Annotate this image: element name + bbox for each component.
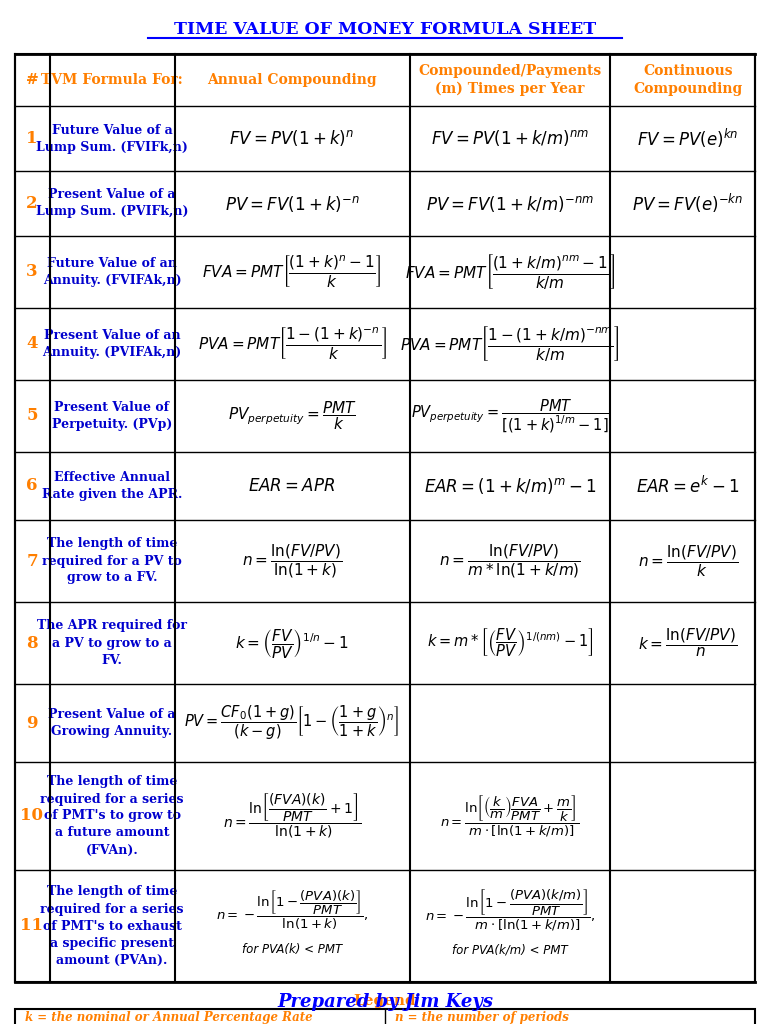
Text: $FVA = PMT\left[\dfrac{(1+k/m)^{nm}-1}{k/m}\right]$: $FVA = PMT\left[\dfrac{(1+k/m)^{nm}-1}{k… [405,253,615,292]
Text: 10: 10 [21,808,43,824]
Text: Continuous
Compounding: Continuous Compounding [634,63,742,96]
Text: $EAR = (1+k/m)^{m} - 1$: $EAR = (1+k/m)^{m} - 1$ [424,476,597,496]
Text: $k = m * \left[\left(\dfrac{FV}{PV}\right)^{1/(nm)} - 1\right]$: $k = m * \left[\left(\dfrac{FV}{PV}\righ… [427,627,594,659]
Text: Future Value of a
Lump Sum. (FVIFk,n): Future Value of a Lump Sum. (FVIFk,n) [36,124,188,154]
Text: Legend: Legend [353,994,417,1008]
Text: The APR required for
a PV to grow to a
FV.: The APR required for a PV to grow to a F… [37,620,187,667]
Text: Compounded/Payments
(m) Times per Year: Compounded/Payments (m) Times per Year [418,63,601,96]
Text: $n = -\dfrac{\ln\!\left[1-\dfrac{(PVA)(k)}{PMT}\right]}{\ln(1+k)},$: $n = -\dfrac{\ln\!\left[1-\dfrac{(PVA)(k… [216,889,368,932]
Text: 5: 5 [26,408,38,425]
Text: 11: 11 [21,918,43,935]
Text: for PVA(k) < PMT: for PVA(k) < PMT [242,943,342,956]
Text: k = the nominal or Annual Percentage Rate: k = the nominal or Annual Percentage Rat… [25,1012,313,1024]
Text: 9: 9 [26,715,38,731]
Text: $FV = PV(1+k)^{n}$: $FV = PV(1+k)^{n}$ [229,128,354,148]
Text: Present Value of a
Growing Annuity.: Present Value of a Growing Annuity. [49,708,176,738]
Text: 6: 6 [26,477,38,495]
Text: $FVA = PMT\left[\dfrac{(1+k)^{n}-1}{k}\right]$: $FVA = PMT\left[\dfrac{(1+k)^{n}-1}{k}\r… [203,254,382,290]
Text: 7: 7 [26,553,38,569]
Text: $PVA = PMT\left[\dfrac{1-(1+k/m)^{-nm}}{k/m}\right]$: $PVA = PMT\left[\dfrac{1-(1+k/m)^{-nm}}{… [400,325,620,364]
Text: $n = -\dfrac{\ln\!\left[1-\dfrac{(PVA)(k/m)}{PMT}\right]}{m \cdot [\ln(1+k/m)]},: $n = -\dfrac{\ln\!\left[1-\dfrac{(PVA)(k… [425,888,595,933]
Text: $PV = FV(e)^{-kn}$: $PV = FV(e)^{-kn}$ [632,191,744,215]
Text: 8: 8 [26,635,38,651]
Text: Effective Annual
Rate given the APR.: Effective Annual Rate given the APR. [42,471,182,501]
Text: Present Value of a
Lump Sum. (PVIFk,n): Present Value of a Lump Sum. (PVIFk,n) [35,188,188,218]
Text: #: # [25,73,38,87]
Text: $n = \dfrac{\ln(FV/PV)}{m * \ln(1+k/m)}$: $n = \dfrac{\ln(FV/PV)}{m * \ln(1+k/m)}$ [439,542,581,580]
Text: $k = \left(\dfrac{FV}{PV}\right)^{1/n} - 1$: $k = \left(\dfrac{FV}{PV}\right)^{1/n} -… [235,627,349,659]
Text: $PVA = PMT\left[\dfrac{1-(1+k)^{-n}}{k}\right]$: $PVA = PMT\left[\dfrac{1-(1+k)^{-n}}{k}\… [198,326,387,362]
Text: $n = \dfrac{\ln\!\left[\dfrac{(FVA)(k)}{PMT}+1\right]}{\ln(1+k)}$: $n = \dfrac{\ln\!\left[\dfrac{(FVA)(k)}{… [223,792,361,840]
Text: for PVA(k/m) < PMT: for PVA(k/m) < PMT [452,943,567,956]
Text: $PV = FV(1+k/m)^{-nm}$: $PV = FV(1+k/m)^{-nm}$ [426,194,594,213]
Bar [15,1009,755,1024]
Text: The length of time
required for a series
of PMT's to exhaust
a specific present
: The length of time required for a series… [40,886,184,967]
Text: Annual Compounding: Annual Compounding [207,73,377,87]
Text: $n = \dfrac{\ln(FV/PV)}{k}$: $n = \dfrac{\ln(FV/PV)}{k}$ [638,543,738,579]
Text: The length of time
required for a series
of PMT's to grow to
a future amount
(FV: The length of time required for a series… [40,775,184,856]
Text: The length of time
required for a PV to
grow to a FV.: The length of time required for a PV to … [42,538,182,585]
Text: $FV = PV\left(1+k/m\right)^{nm}$: $FV = PV\left(1+k/m\right)^{nm}$ [431,128,589,148]
Text: TVM Formula For:: TVM Formula For: [41,73,183,87]
Text: $PV_{perpetuity} = \dfrac{PMT}{k}$: $PV_{perpetuity} = \dfrac{PMT}{k}$ [227,399,357,432]
Text: $PV = FV(1+k)^{-n}$: $PV = FV(1+k)^{-n}$ [225,194,360,213]
Text: $PV = \dfrac{CF_0(1+g)}{(k-g)}\left[1-\left(\dfrac{1+g}{1+k}\right)^{n}\right]$: $PV = \dfrac{CF_0(1+g)}{(k-g)}\left[1-\l… [184,703,400,742]
Text: 3: 3 [26,263,38,281]
Text: Present Value of
Perpetuity. (PVp): Present Value of Perpetuity. (PVp) [52,401,172,431]
Text: $FV = PV(e)^{kn}$: $FV = PV(e)^{kn}$ [638,127,738,151]
Text: Prepared by Jim Keys: Prepared by Jim Keys [277,993,493,1011]
Text: $EAR = APR$: $EAR = APR$ [249,477,336,495]
Text: 4: 4 [26,336,38,352]
Text: $n = \dfrac{\ln(FV/PV)}{\ln(1+k)}$: $n = \dfrac{\ln(FV/PV)}{\ln(1+k)}$ [242,542,342,580]
Text: 1: 1 [26,130,38,147]
Text: Present Value of an
Annuity. (PVIFAk,n): Present Value of an Annuity. (PVIFAk,n) [42,329,182,359]
Text: $n = \dfrac{\ln\!\left[\left(\dfrac{k}{m}\right)\dfrac{FVA}{PMT}+\dfrac{m}{k}\ri: $n = \dfrac{\ln\!\left[\left(\dfrac{k}{m… [440,794,580,839]
Text: TIME VALUE OF MONEY FORMULA SHEET: TIME VALUE OF MONEY FORMULA SHEET [174,20,596,38]
Text: $k = \dfrac{\ln(FV/PV)}{n}$: $k = \dfrac{\ln(FV/PV)}{n}$ [638,627,738,659]
Text: Future Value of an
Annuity. (FVIFAk,n): Future Value of an Annuity. (FVIFAk,n) [42,257,181,287]
Text: 2: 2 [26,195,38,212]
Text: n = the number of periods: n = the number of periods [395,1012,569,1024]
Text: $PV_{perpetuity} = \dfrac{PMT}{[(1+k)^{1/m}-1]}$: $PV_{perpetuity} = \dfrac{PMT}{[(1+k)^{1… [410,397,609,434]
Text: $EAR = e^{k} - 1$: $EAR = e^{k} - 1$ [636,475,740,497]
